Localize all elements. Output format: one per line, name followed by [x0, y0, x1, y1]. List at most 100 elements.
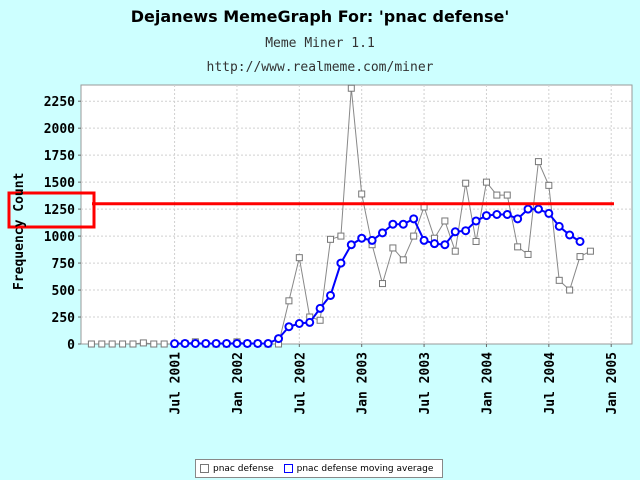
data-point-circle [471, 216, 481, 226]
legend-item-series-2: pnac defense moving average [283, 463, 434, 474]
data-point-square [129, 340, 137, 348]
data-point-circle [180, 338, 190, 348]
data-point-square [295, 254, 303, 262]
legend-item-series-1: pnac defense [200, 464, 274, 474]
data-point-circle [315, 303, 325, 313]
data-point-circle [388, 219, 398, 229]
x-tick-label: Jan 2002 [231, 352, 246, 415]
data-point-circle [326, 290, 336, 300]
data-point-square [576, 253, 584, 261]
data-point-square [534, 158, 542, 166]
x-tick-label: Jul 2002 [293, 352, 308, 415]
data-point-square [285, 297, 293, 305]
data-point-square [545, 181, 553, 189]
data-point-square [503, 191, 511, 199]
data-point-circle [305, 317, 315, 327]
data-point-square [160, 340, 168, 348]
y-tick-label: 2000 [44, 122, 75, 137]
x-tick-label: Jan 2003 [356, 352, 371, 415]
data-point-square [493, 191, 501, 199]
data-point-square [524, 250, 532, 258]
data-point-circle [336, 258, 346, 268]
data-point-square [472, 237, 480, 245]
data-point-circle [294, 318, 304, 328]
data-point-square [462, 179, 470, 187]
y-tick-label: 2250 [44, 95, 75, 110]
x-tick-label: Jan 2004 [480, 352, 495, 415]
data-point-square [399, 256, 407, 264]
data-point-circle [533, 204, 543, 214]
y-tick-label: 1500 [44, 176, 75, 191]
data-point-square [586, 247, 594, 255]
data-point-circle [398, 219, 408, 229]
y-tick-label: 1250 [44, 203, 75, 218]
chart-source-url: http://www.realmeme.com/miner [206, 60, 434, 75]
y-tick-label: 500 [52, 284, 76, 299]
data-point-square [389, 244, 397, 252]
legend-label-series-2: pnac defense moving average [296, 463, 434, 474]
data-point-circle [513, 214, 523, 224]
y-tick-label: 0 [67, 338, 75, 353]
data-point-circle [409, 214, 419, 224]
series-line-2 [174, 208, 581, 345]
data-point-square [316, 316, 324, 324]
legend-swatch-blue [283, 464, 293, 473]
data-point-circle [242, 338, 252, 348]
data-point-circle [440, 240, 450, 250]
data-point-circle [429, 239, 439, 249]
y-tick-label: 1750 [44, 149, 75, 164]
data-point-square [441, 217, 449, 225]
chart-title: Dejanews MemeGraph For: 'pnac defense' [130, 7, 510, 26]
x-tick-label: Jul 2004 [543, 352, 558, 415]
data-point-circle [190, 338, 200, 348]
data-point-circle [211, 338, 221, 348]
data-point-circle [481, 211, 491, 221]
data-point-circle [201, 338, 211, 348]
data-point-square [337, 232, 345, 240]
data-point-circle [554, 221, 564, 231]
data-point-circle [461, 226, 471, 236]
data-point-circle [346, 240, 356, 250]
y-tick-label: 750 [52, 257, 76, 272]
data-point-circle [222, 338, 232, 348]
y-axis-label: Frequency Count [12, 172, 27, 290]
data-point-square [410, 232, 418, 240]
x-tick-label: Jul 2001 [169, 352, 184, 415]
x-tick-label: Jan 2005 [605, 352, 620, 415]
data-point-square [347, 84, 355, 92]
data-point-circle [492, 210, 502, 219]
data-point-square [98, 340, 106, 348]
data-point-circle [170, 339, 180, 349]
data-point-square [378, 280, 386, 288]
data-point-square [514, 243, 522, 251]
data-point-circle [367, 235, 377, 245]
data-point-circle [357, 233, 367, 243]
data-point-square [566, 286, 574, 294]
red-annotation-box [7, 191, 96, 229]
data-point-square [108, 340, 116, 348]
data-point-circle [502, 210, 512, 219]
chart-subtitle: Meme Miner 1.1 [265, 36, 375, 51]
data-point-square [451, 247, 459, 255]
data-point-square [87, 340, 95, 348]
x-tick-label: Jul 2003 [418, 352, 433, 415]
data-point-square [327, 235, 335, 243]
data-point-square [358, 190, 366, 198]
data-point-circle [450, 227, 460, 237]
data-point-circle [377, 228, 387, 238]
data-point-square [150, 340, 158, 348]
data-point-circle [544, 208, 554, 218]
data-point-square [482, 178, 490, 186]
data-point-circle [575, 236, 585, 246]
legend-label-series-1: pnac defense [213, 463, 274, 474]
legend-swatch-gray [200, 464, 209, 473]
data-point-square [555, 276, 563, 284]
data-point-circle [274, 334, 284, 344]
data-point-square [139, 339, 147, 347]
data-point-circle [253, 338, 263, 348]
data-point-circle [419, 235, 429, 245]
data-point-circle [523, 204, 533, 214]
data-point-circle [263, 338, 273, 348]
data-point-circle [232, 338, 242, 348]
